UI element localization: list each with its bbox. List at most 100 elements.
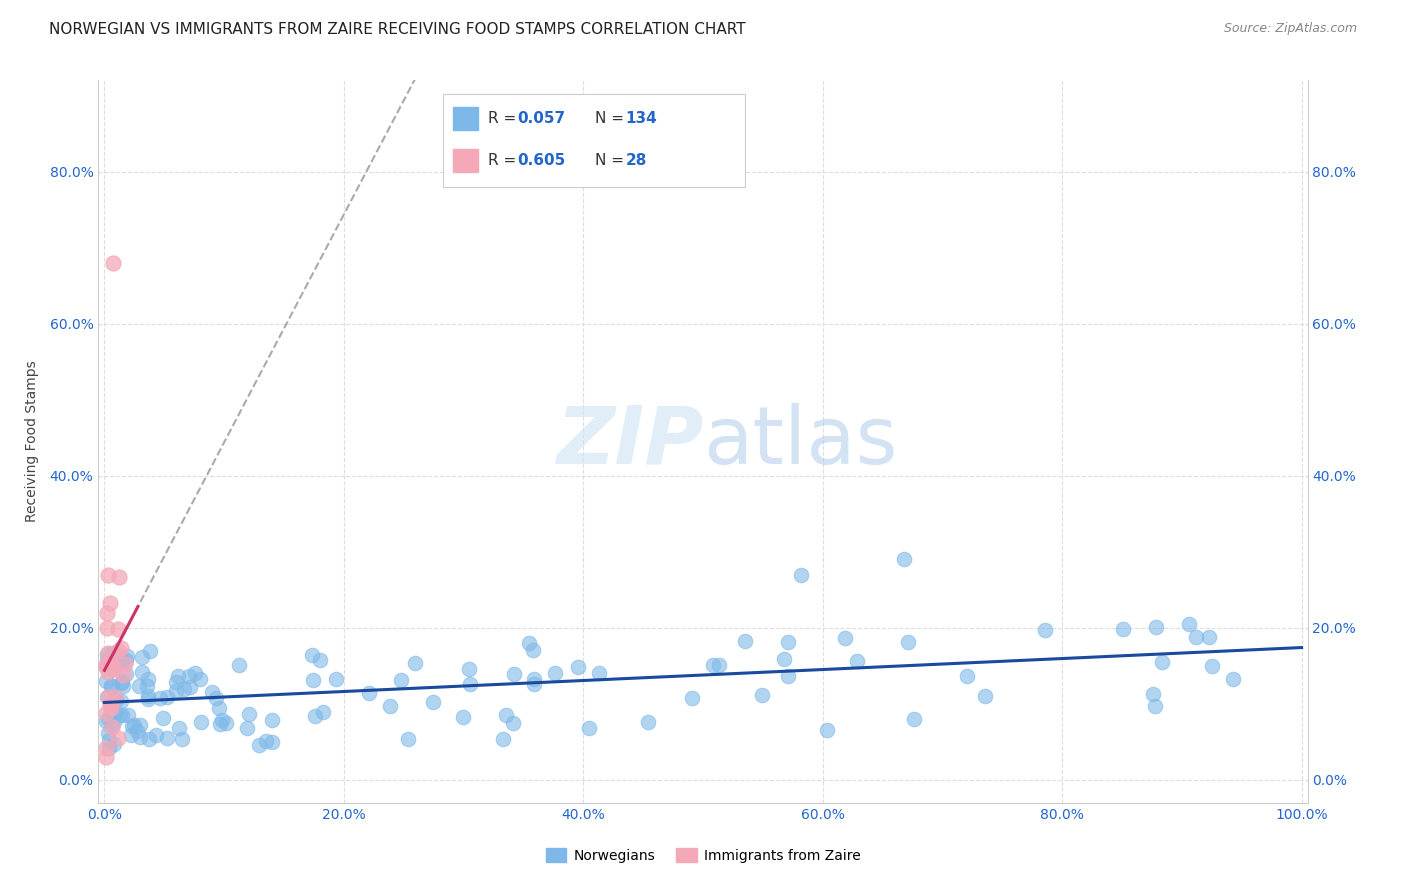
Point	[108, 707, 131, 722]
Point	[734, 634, 756, 648]
Point	[170, 732, 193, 747]
Point	[94, 750, 117, 764]
Point	[107, 731, 129, 746]
Point	[815, 723, 838, 737]
Point	[94, 660, 117, 674]
Point	[1144, 699, 1167, 714]
Point	[110, 675, 132, 690]
Point	[177, 668, 200, 682]
Point	[183, 666, 205, 681]
Point	[107, 649, 129, 664]
Point	[111, 668, 134, 682]
Point	[309, 653, 332, 667]
Point	[304, 709, 326, 723]
Point	[357, 686, 380, 700]
Point	[422, 695, 444, 709]
Point	[778, 634, 800, 648]
Point	[517, 635, 540, 649]
Point	[115, 666, 138, 681]
Point	[1111, 623, 1133, 637]
Point	[1185, 631, 1208, 645]
Point	[152, 711, 174, 725]
Point	[156, 690, 179, 704]
Point	[96, 690, 118, 704]
Point	[100, 701, 122, 715]
Point	[129, 718, 152, 732]
Point	[117, 708, 139, 723]
Point	[495, 708, 517, 723]
Point	[112, 680, 135, 694]
Point	[1144, 620, 1167, 634]
Point	[94, 714, 117, 729]
Point	[205, 691, 228, 706]
Point	[893, 552, 915, 566]
Point	[156, 731, 179, 745]
Point	[97, 567, 120, 582]
Y-axis label: Receiving Food Stamps: Receiving Food Stamps	[24, 360, 38, 523]
Point	[122, 718, 145, 732]
Point	[502, 716, 524, 731]
Point	[236, 721, 259, 735]
Text: 0.057: 0.057	[517, 112, 565, 126]
Point	[103, 690, 125, 704]
Point	[94, 674, 117, 689]
Point	[790, 567, 813, 582]
Point	[1033, 624, 1056, 638]
Point	[103, 656, 125, 670]
Point	[637, 714, 659, 729]
Point	[136, 672, 159, 686]
Point	[458, 677, 481, 691]
Point	[127, 724, 149, 739]
Point	[169, 722, 191, 736]
Point	[101, 256, 124, 270]
Point	[702, 658, 724, 673]
Point	[1198, 630, 1220, 644]
Point	[97, 690, 120, 705]
Point	[903, 712, 925, 726]
Point	[98, 698, 121, 713]
Point	[773, 652, 796, 666]
Point	[1178, 617, 1201, 632]
Text: 28: 28	[626, 153, 647, 168]
Point	[100, 679, 122, 693]
Point	[544, 665, 567, 680]
Point	[97, 733, 120, 747]
Point	[165, 675, 187, 690]
Point	[389, 673, 412, 687]
Point	[301, 648, 323, 663]
Point	[173, 682, 195, 697]
Point	[451, 710, 474, 724]
Point	[165, 683, 187, 698]
Point	[302, 673, 325, 687]
Point	[111, 708, 134, 723]
Point	[110, 641, 132, 656]
Point	[776, 669, 799, 683]
Point	[121, 727, 143, 741]
Point	[115, 648, 138, 663]
Point	[107, 644, 129, 658]
Point	[121, 719, 143, 733]
Point	[380, 698, 402, 713]
Point	[260, 713, 283, 727]
Point	[100, 596, 122, 610]
Point	[110, 694, 132, 708]
Text: ZIP: ZIP	[555, 402, 703, 481]
Point	[588, 666, 610, 681]
Point	[131, 665, 153, 679]
Point	[208, 717, 231, 731]
Point	[111, 652, 134, 666]
Point	[101, 646, 124, 660]
Point	[94, 706, 117, 720]
Point	[846, 654, 869, 668]
Point	[834, 631, 856, 645]
Point	[97, 665, 120, 680]
Point	[523, 672, 546, 686]
Point	[492, 731, 515, 746]
Point	[751, 688, 773, 702]
Point	[897, 635, 920, 649]
Text: 134: 134	[626, 112, 658, 126]
Point	[709, 658, 731, 673]
Text: 0.605: 0.605	[517, 153, 565, 168]
Point	[956, 669, 979, 683]
Point	[96, 621, 118, 635]
